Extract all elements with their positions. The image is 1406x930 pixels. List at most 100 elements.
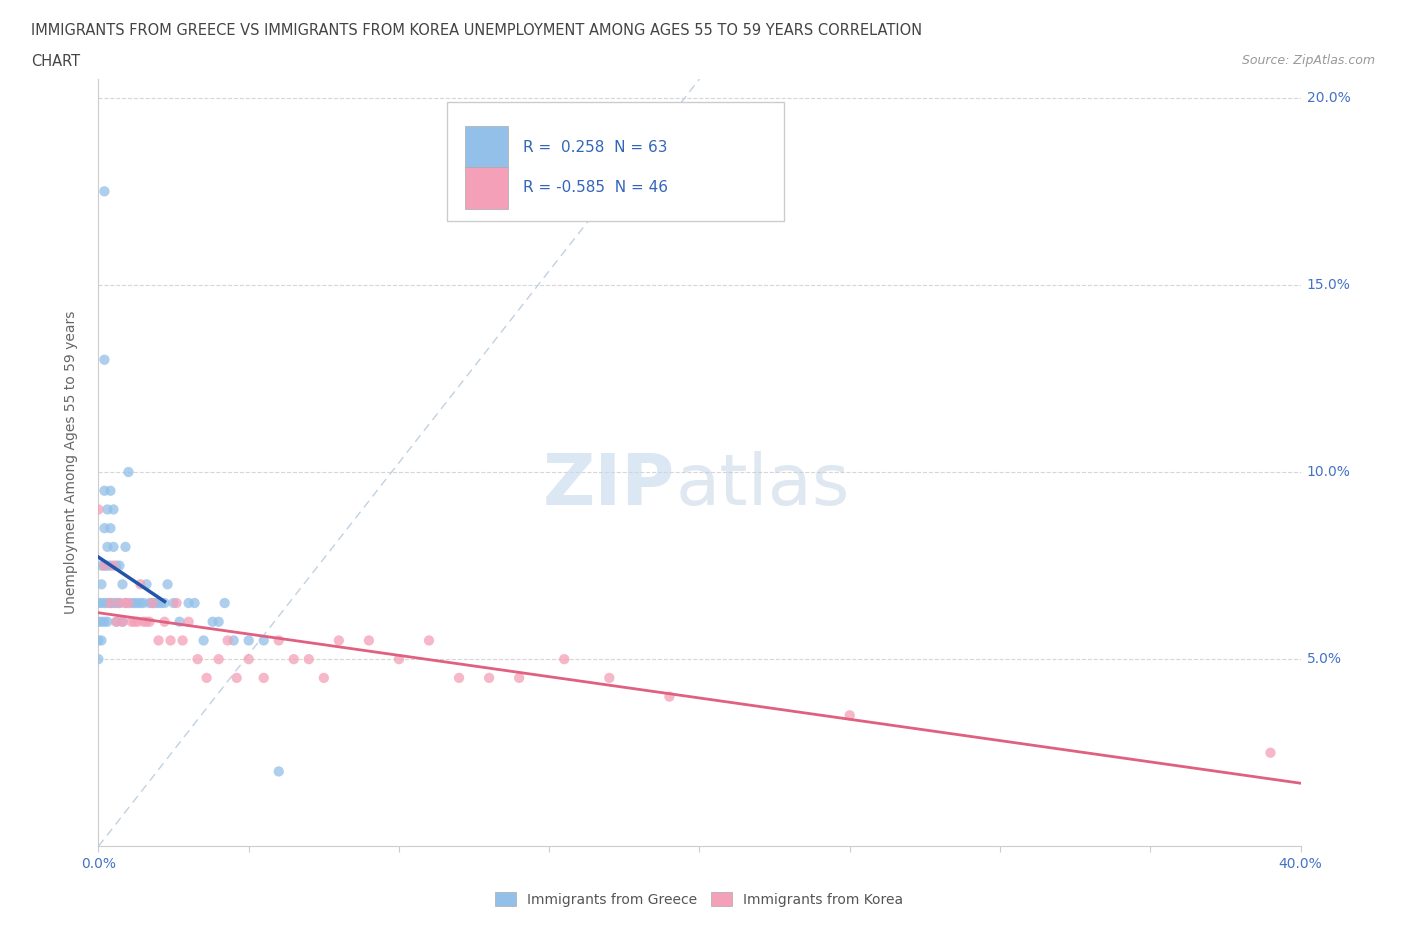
Point [90,558,112,573]
Point [138,595,160,610]
Point [96,558,118,573]
Point [114,595,136,610]
Point [183,595,205,610]
Point [87,595,110,610]
Point [135,615,157,630]
Point [105,615,128,630]
Point [328,633,350,648]
Point [166,595,188,610]
Point [132,615,155,630]
Point [111,615,134,630]
Point [96,502,118,517]
Point [150,595,173,610]
Point [108,595,131,610]
FancyBboxPatch shape [465,126,509,168]
Point [105,595,128,610]
Point [169,615,191,630]
Point [201,615,224,630]
Text: 5.0%: 5.0% [1306,652,1341,666]
Text: CHART: CHART [31,54,80,69]
Point [90,633,112,648]
Point [153,595,176,610]
Point [388,652,411,667]
Text: 15.0%: 15.0% [1306,278,1350,292]
Point [93,521,115,536]
Point [145,595,167,610]
Point [208,615,231,630]
Point [103,558,125,573]
Y-axis label: Unemployment Among Ages 55 to 59 years: Unemployment Among Ages 55 to 59 years [63,311,77,615]
Point [108,595,131,610]
Point [93,595,115,610]
Point [267,764,290,779]
Point [93,558,115,573]
Point [93,184,115,199]
Point [447,671,470,685]
Text: R =  0.258  N = 63: R = 0.258 N = 63 [523,140,668,154]
Point [100,558,122,573]
Point [253,633,276,648]
Text: IMMIGRANTS FROM GREECE VS IMMIGRANTS FROM KOREA UNEMPLOYMENT AMONG AGES 55 TO 59: IMMIGRANTS FROM GREECE VS IMMIGRANTS FRO… [31,23,922,38]
Point [267,633,290,648]
Point [129,595,152,610]
Point [127,615,149,630]
Point [148,595,170,610]
Point [214,595,236,610]
Point [117,465,139,480]
Point [141,595,163,610]
Point [159,633,181,648]
Text: Source: ZipAtlas.com: Source: ZipAtlas.com [1241,54,1375,67]
Point [177,595,200,610]
Point [312,671,335,685]
Point [90,615,112,630]
Point [100,484,122,498]
Point [103,539,125,554]
Point [121,595,143,610]
Point [195,671,218,685]
Point [111,577,134,591]
Point [283,652,305,667]
Point [93,484,115,498]
Point [108,558,131,573]
Point [114,539,136,554]
Point [87,633,110,648]
Point [103,502,125,517]
Point [90,577,112,591]
Point [121,615,143,630]
Point [100,595,122,610]
Point [148,633,170,648]
Point [508,671,530,685]
Legend: Immigrants from Greece, Immigrants from Korea: Immigrants from Greece, Immigrants from … [489,886,910,912]
Point [114,595,136,610]
Text: atlas: atlas [675,451,849,520]
Point [105,615,128,630]
Point [132,595,155,610]
Point [222,633,245,648]
Point [418,633,440,648]
Point [90,595,112,610]
Point [187,652,209,667]
Point [298,652,321,667]
Text: R = -0.585  N = 46: R = -0.585 N = 46 [523,180,668,195]
Point [162,595,184,610]
Text: 20.0%: 20.0% [1306,91,1350,105]
Text: 10.0%: 10.0% [1306,465,1350,479]
Point [357,633,380,648]
Point [141,595,163,610]
Point [658,689,681,704]
Point [129,577,152,591]
Point [117,595,139,610]
Point [111,615,134,630]
Point [87,652,110,667]
Point [96,615,118,630]
Point [208,652,231,667]
Point [127,595,149,610]
Point [253,671,276,685]
Point [124,595,146,610]
Point [238,633,260,648]
Point [225,671,247,685]
Point [838,708,860,723]
Text: ZIP: ZIP [543,451,675,520]
Point [553,652,575,667]
Point [177,615,200,630]
